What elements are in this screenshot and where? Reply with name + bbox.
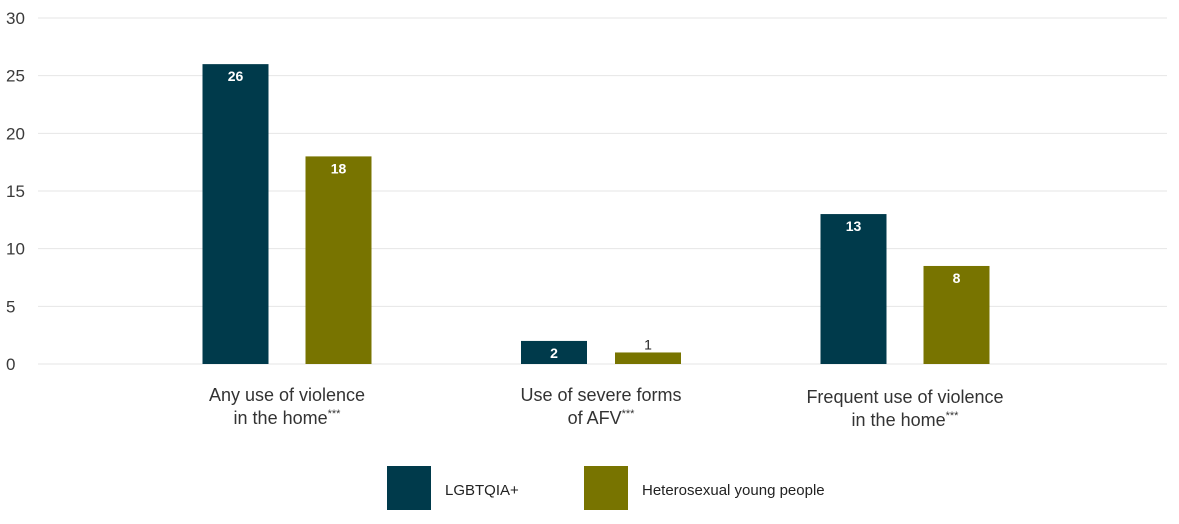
data-label: 18: [331, 160, 347, 176]
bar-heterosexual-1: [615, 352, 681, 364]
bar-lgbtqia-2: [820, 214, 887, 364]
y-tick-label: 25: [6, 67, 25, 86]
category-label-line2-text: in the home: [852, 410, 946, 430]
category-label-line2: in the home***: [852, 410, 960, 430]
category-label-line2-text: in the home: [234, 408, 328, 428]
y-tick-label: 5: [6, 297, 15, 316]
bar-heterosexual-2: [923, 265, 990, 364]
legend-swatch: [387, 466, 431, 510]
y-tick-label: 0: [6, 355, 15, 374]
bar-lgbtqia-1: [521, 340, 587, 364]
legend-label: LGBTQIA+: [445, 482, 519, 499]
significance-mark: ***: [622, 408, 636, 420]
category-label-line2: in the home***: [234, 408, 342, 428]
bar-heterosexual-0: [305, 156, 372, 364]
y-tick-label: 20: [6, 124, 25, 143]
data-label: 8: [953, 270, 961, 286]
data-label: 2: [550, 345, 558, 361]
significance-mark: ***: [328, 408, 342, 420]
y-tick-label: 15: [6, 182, 25, 201]
category-label-line2: of AFV***: [568, 408, 636, 428]
category-label-line2-text: of AFV: [568, 408, 622, 428]
data-label: 1: [644, 336, 652, 352]
y-axis-ticks: 0 5 10 15 20 25 30: [6, 9, 25, 374]
category-label-line1: Any use of violence: [209, 385, 365, 405]
y-tick-label: 30: [6, 9, 25, 28]
legend-swatch: [584, 466, 628, 510]
legend-label: Heterosexual young people: [642, 482, 825, 499]
category-label-line1: Frequent use of violence: [806, 387, 1003, 407]
legend: LGBTQIA+ Heterosexual young people: [387, 466, 825, 510]
significance-mark: ***: [946, 410, 960, 422]
data-label: 26: [228, 68, 244, 84]
y-tick-label: 10: [6, 240, 25, 259]
data-label: 13: [846, 218, 862, 234]
bar-lgbtqia-0: [202, 64, 269, 364]
category-label-line1: Use of severe forms: [520, 385, 681, 405]
